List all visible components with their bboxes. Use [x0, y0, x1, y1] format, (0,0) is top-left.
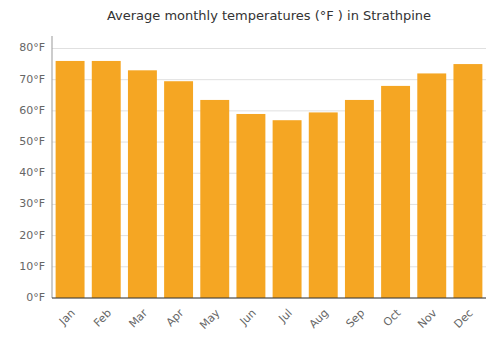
x-tick-label: Aug	[307, 307, 331, 331]
y-tick-label: 50°F	[19, 135, 45, 148]
chart-title: Average monthly temperatures (°F ) in St…	[107, 8, 431, 23]
bar	[56, 61, 85, 298]
x-tick-label: Oct	[381, 306, 404, 329]
y-axis-line	[52, 36, 53, 298]
bars	[56, 61, 483, 298]
x-tick-label: Mar	[126, 306, 150, 330]
y-tick-label: 10°F	[19, 260, 45, 273]
chart-container: Average monthly temperatures (°F ) in St…	[0, 0, 500, 350]
x-tick-label: Jul	[276, 307, 295, 326]
bar	[236, 114, 265, 298]
bar	[92, 61, 121, 298]
y-tick-label: 30°F	[19, 197, 45, 210]
x-tick-label: Jan	[56, 307, 78, 329]
x-axis-line	[52, 298, 486, 299]
y-tick-label: 40°F	[19, 166, 45, 179]
x-tick-label: Apr	[164, 306, 187, 329]
y-tick-label: 0°F	[26, 291, 45, 304]
x-tick-labels: Jan Feb Mar Apr May Jun Jul Aug Sep Oct Nov Dec	[56, 306, 476, 332]
y-tick-label: 70°F	[19, 73, 45, 86]
y-tick-label: 20°F	[19, 229, 45, 242]
x-tick-label: Feb	[91, 307, 114, 330]
x-tick-label: Nov	[415, 306, 440, 331]
x-tick-label: May	[197, 306, 223, 332]
grid-line	[52, 298, 486, 299]
bar	[164, 81, 193, 298]
grid	[52, 48, 486, 298]
chart-svg: Average monthly temperatures (°F ) in St…	[0, 0, 500, 350]
y-tick-label: 60°F	[19, 104, 45, 117]
bar	[345, 100, 374, 298]
x-tick-label: Dec	[451, 307, 475, 331]
x-tick-label: Sep	[343, 307, 367, 331]
grid-line	[52, 48, 486, 49]
bar	[200, 100, 229, 298]
bar	[273, 120, 302, 298]
bar	[381, 86, 410, 298]
bar	[309, 112, 338, 298]
y-tick-label: 80°F	[19, 41, 45, 54]
bar	[453, 64, 482, 298]
x-tick-label: Jun	[237, 307, 259, 329]
y-tick-labels: 0°F 10°F 20°F 30°F 40°F 50°F 60°F 70°F 80°F	[19, 41, 45, 304]
bar	[128, 70, 157, 298]
bar	[417, 73, 446, 298]
